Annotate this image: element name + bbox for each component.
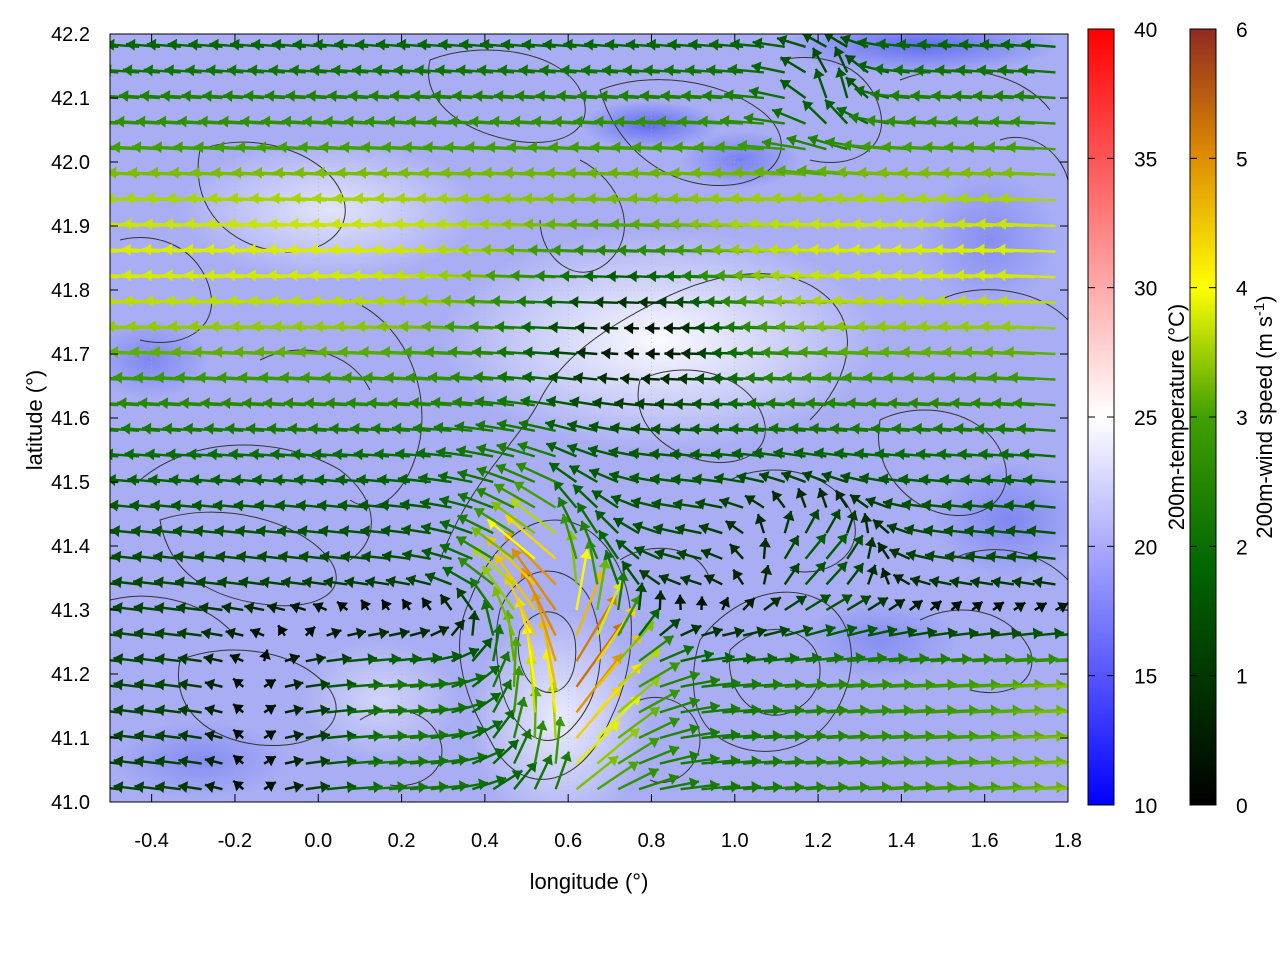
x-tick-label: -0.4: [134, 830, 168, 852]
y-tick-label: 41.9: [51, 216, 90, 238]
x-tick-label: 1.8: [1054, 830, 1082, 852]
y-axis-label: latitude (°): [22, 370, 47, 471]
x-tick-label: 0.4: [471, 830, 499, 852]
colorbar-tick-label: 30: [1134, 278, 1157, 301]
colorbar-tick-label: 20: [1134, 536, 1157, 559]
y-tick-label: 41.8: [51, 280, 90, 302]
wind-speed-colorbar: 0 1 2 3 4 5 6 200m-wind speed (m s-1): [1190, 19, 1277, 818]
x-tick-label: 0.6: [554, 830, 582, 852]
colorbar-tick-label: 10: [1134, 795, 1157, 818]
y-tick-label: 41.7: [51, 344, 90, 366]
y-tick-label: 41.6: [51, 408, 90, 430]
temperature-colorbar: 10 15 20 25 30 35 40 200m-temperature (°C): [1088, 19, 1189, 818]
x-tick-label: 1.4: [887, 830, 915, 852]
y-tick-label: 41.5: [51, 472, 90, 494]
y-tick-label: 41.2: [51, 664, 90, 686]
colorbar-tick-label: 6: [1236, 19, 1248, 42]
wind-speed-label-sup: -1: [1251, 303, 1268, 316]
temperature-colorbar-label: 200m-temperature (°C): [1164, 304, 1189, 530]
y-tick-label: 41.0: [51, 792, 90, 814]
colorbar-tick-label: 40: [1134, 19, 1157, 42]
colorbar-tick-label: 15: [1134, 666, 1157, 689]
wind-speed-colorbar-label: 200m-wind speed (m s-1): [1251, 295, 1278, 538]
colorbar-tick-label: 5: [1236, 148, 1248, 171]
y-tick-label: 42.0: [51, 152, 90, 174]
colorbar-tick-label: 25: [1134, 407, 1157, 430]
colorbar-tick-label: 35: [1134, 148, 1157, 171]
x-tick-label: 0.8: [638, 830, 666, 852]
y-tick-label: 42.1: [51, 88, 90, 110]
x-tick-label: 1.0: [721, 830, 749, 852]
x-tick-label: -0.2: [218, 830, 252, 852]
colorbar-tick-label: 0: [1236, 795, 1248, 818]
wind-arrow: [59, 244, 118, 256]
x-tick-label: 0.2: [388, 830, 416, 852]
y-tick-label: 42.2: [51, 24, 90, 46]
y-tick-label: 41.1: [51, 728, 90, 750]
wind-speed-label-main: 200m-wind speed (m s: [1252, 316, 1277, 539]
x-axis-label: longitude (°): [530, 869, 649, 894]
x-tick-label: 1.2: [804, 830, 832, 852]
y-tick-label: 41.4: [51, 536, 90, 558]
x-tick-label: 0.0: [304, 830, 332, 852]
colorbar-tick-label: 1: [1236, 666, 1248, 689]
colorbar-tick-label: 3: [1236, 407, 1248, 430]
y-tick-label: 41.3: [51, 600, 90, 622]
x-tick-label: 1.6: [971, 830, 999, 852]
colorbar-tick-label: 2: [1236, 536, 1248, 559]
colorbar-tick-label: 4: [1236, 278, 1248, 301]
wind-speed-label-end: ): [1252, 295, 1277, 302]
